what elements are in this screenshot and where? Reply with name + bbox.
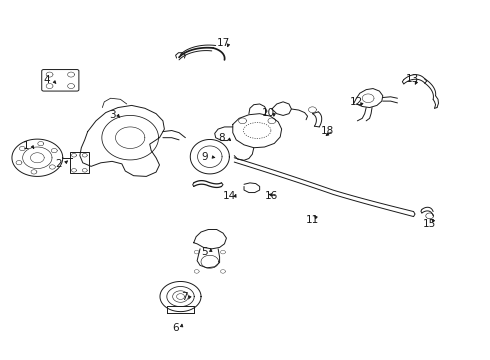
Text: 11: 11 <box>306 215 319 225</box>
Text: 1: 1 <box>23 141 29 151</box>
Text: 6: 6 <box>172 323 179 333</box>
Text: 10: 10 <box>262 108 275 118</box>
Text: 16: 16 <box>265 191 278 201</box>
Text: 14: 14 <box>223 191 236 201</box>
Text: 8: 8 <box>218 133 225 143</box>
Text: 13: 13 <box>406 74 419 84</box>
Text: 15: 15 <box>423 219 436 229</box>
Text: 17: 17 <box>217 38 230 48</box>
Text: 18: 18 <box>320 126 334 135</box>
Text: 12: 12 <box>350 97 363 107</box>
Text: 7: 7 <box>181 292 187 302</box>
Text: 5: 5 <box>201 247 208 257</box>
Text: 9: 9 <box>201 152 208 162</box>
Text: 4: 4 <box>44 75 50 85</box>
Text: 3: 3 <box>109 111 116 121</box>
Text: 2: 2 <box>55 159 62 169</box>
